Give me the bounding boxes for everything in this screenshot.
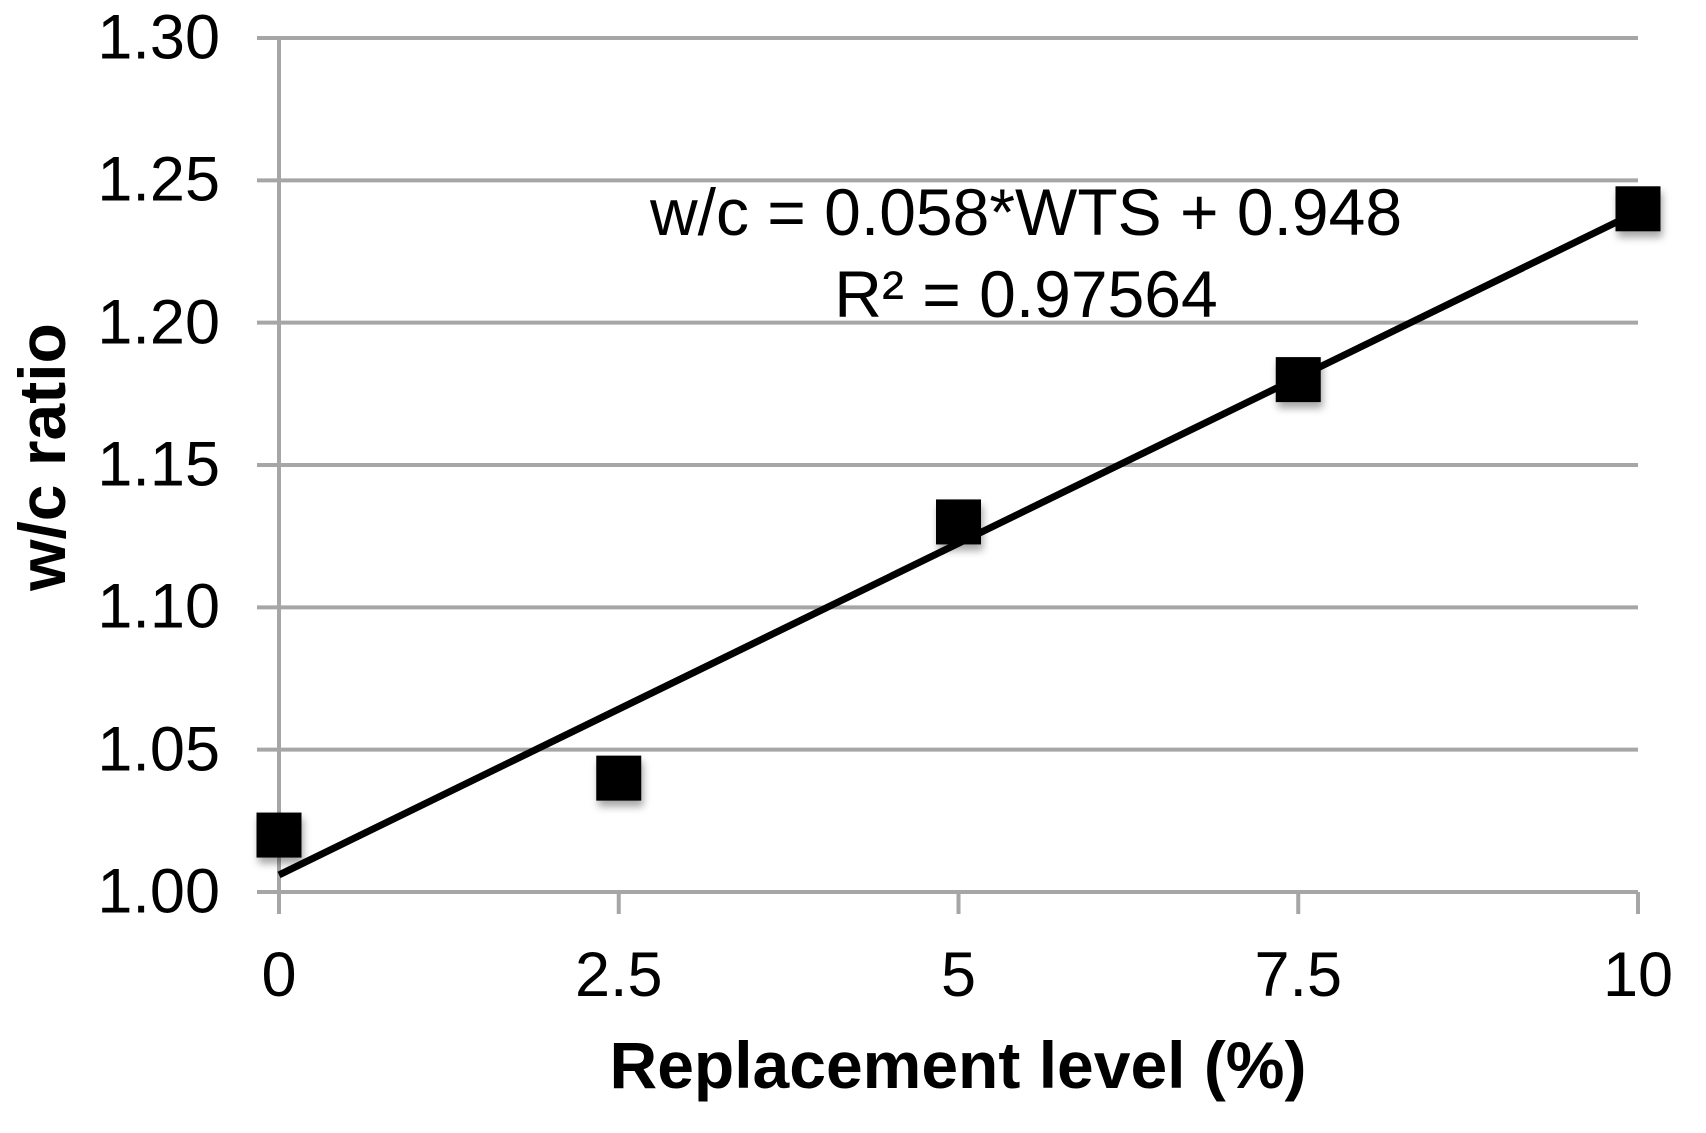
- y-axis-title: w/c ratio: [5, 323, 79, 591]
- y-axis-tick-label: 1.20: [97, 287, 220, 358]
- x-axis-tick-label: 7.5: [1254, 940, 1343, 1010]
- x-axis-tick-label: 0: [261, 940, 297, 1010]
- data-point-marker: [936, 499, 981, 545]
- x-axis-tick-label: 10: [1602, 940, 1674, 1010]
- data-point-marker: [596, 755, 642, 801]
- y-axis-tick-label: 1.05: [97, 714, 220, 785]
- x-axis-tick-label: 5: [940, 940, 977, 1010]
- y-axis-tick-label: 1.30: [97, 2, 220, 73]
- y-axis-tick-label: 1.00: [97, 856, 220, 927]
- x-axis-tick-label: 2.5: [574, 940, 663, 1010]
- trendline-equation-label: w/c = 0.058*WTS + 0.948: [649, 175, 1403, 249]
- y-axis-tick-label: 1.10: [97, 571, 220, 642]
- data-point-marker: [1615, 186, 1661, 232]
- r-squared-label: R² = 0.97564: [834, 257, 1218, 331]
- data-point-marker: [256, 812, 302, 858]
- x-axis-title: Replacement level (%): [609, 1028, 1307, 1102]
- y-axis-tick-label: 1.15: [97, 429, 220, 500]
- data-point-marker: [1275, 357, 1321, 403]
- y-axis-tick-label: 1.25: [97, 144, 220, 215]
